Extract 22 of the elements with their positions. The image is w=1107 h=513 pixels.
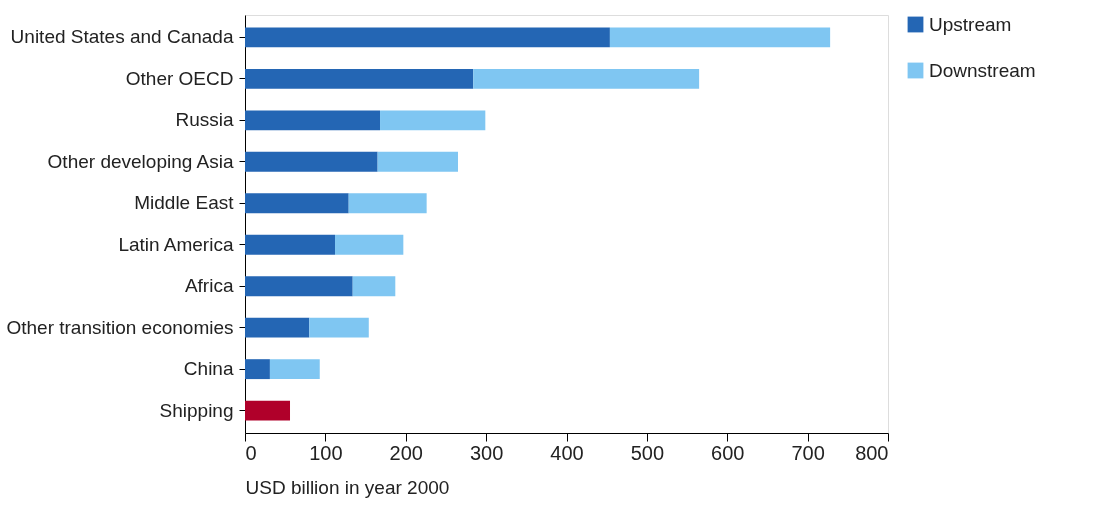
- y-tick-label: Other OECD: [125, 67, 234, 89]
- y-tick-label: United States and Canada: [10, 26, 234, 48]
- x-tick-label: 800: [855, 441, 889, 464]
- legend-label: Downstream: [929, 59, 1036, 81]
- x-tick-label: 300: [469, 441, 504, 464]
- y-tick-label: Other transition economies: [6, 316, 234, 338]
- y-tick-label: Middle East: [134, 192, 235, 214]
- legend-label: Upstream: [929, 13, 1012, 35]
- y-tick-label: Other developing Asia: [47, 150, 234, 172]
- y-tick-label: China: [183, 358, 234, 380]
- x-tick-label: 0: [245, 441, 257, 464]
- x-axis-title: USD billion in year 2000: [245, 476, 450, 498]
- x-tick-label: 600: [711, 441, 745, 464]
- x-tick-label: 100: [309, 441, 343, 464]
- x-tick-label: 500: [630, 441, 665, 464]
- x-tick-label: 400: [550, 441, 584, 464]
- y-tick-label: Latin America: [118, 233, 234, 255]
- x-tick-label: 700: [791, 441, 825, 464]
- y-tick-label: Shipping: [159, 399, 234, 421]
- x-tick-label: 200: [389, 441, 423, 464]
- y-tick-label: Africa: [184, 275, 234, 297]
- y-tick-label: Russia: [175, 109, 234, 131]
